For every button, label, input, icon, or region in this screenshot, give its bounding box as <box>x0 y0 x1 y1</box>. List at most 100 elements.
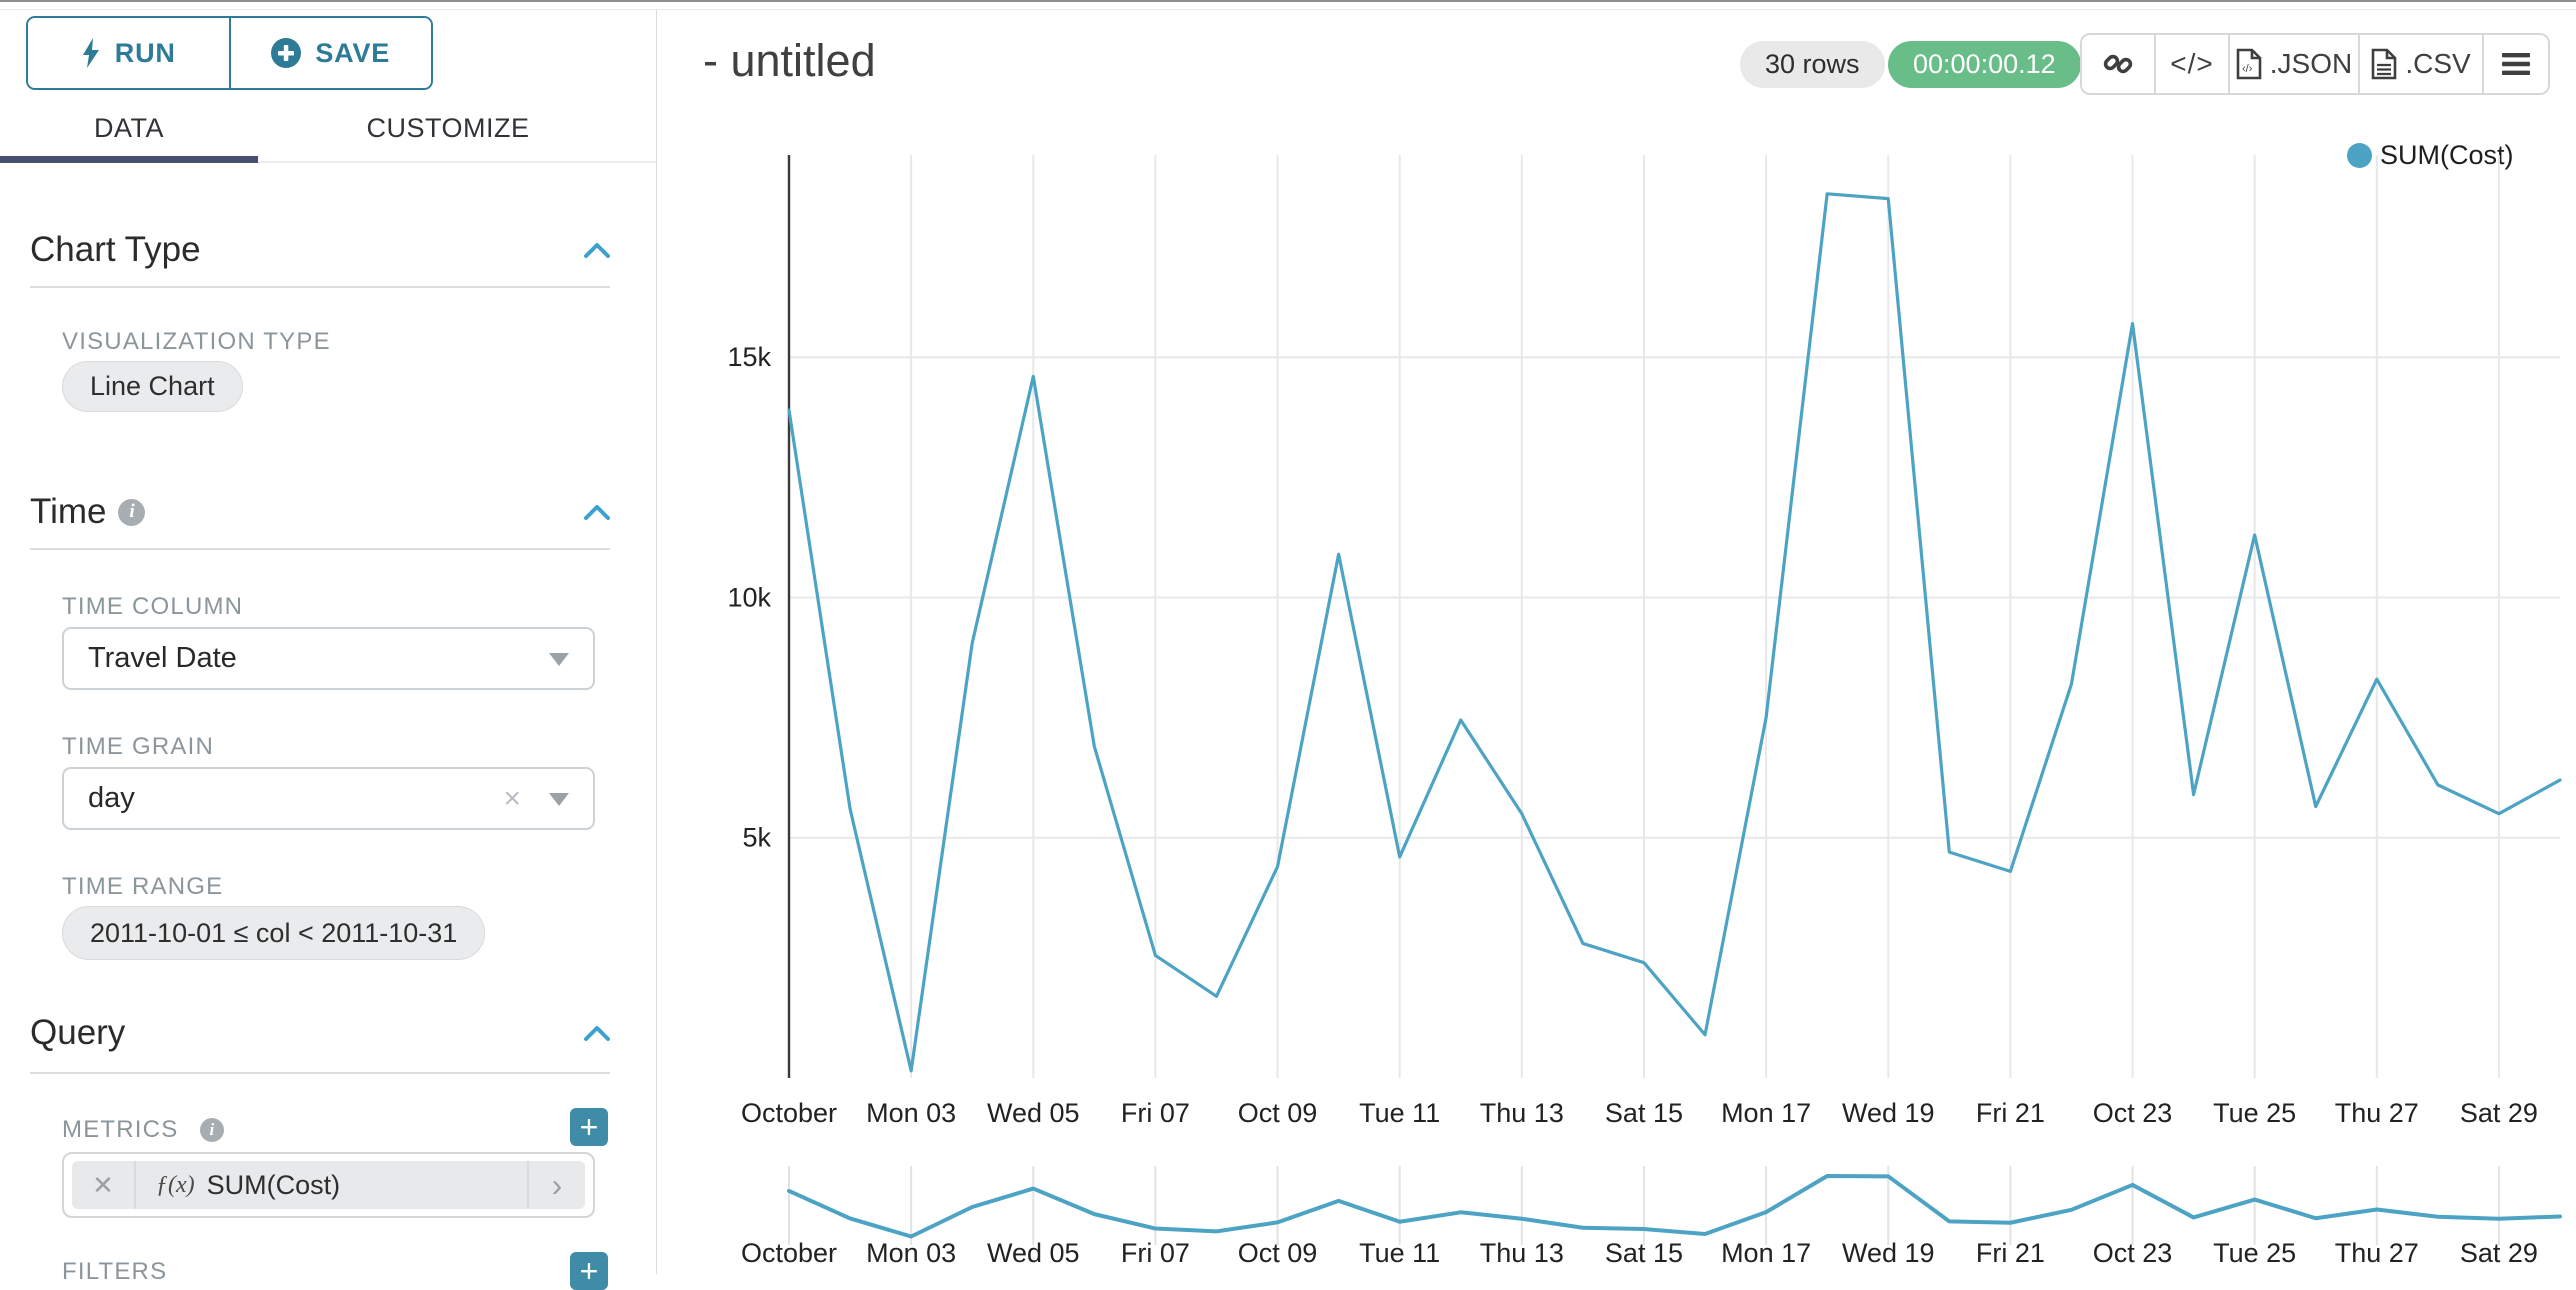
time-range-label: TIME RANGE <box>62 873 224 900</box>
x-tick-label: Fri 21 <box>1976 1098 2045 1128</box>
series-line-sum-cost[interactable] <box>787 192 2562 1073</box>
hamburger-menu-icon <box>2502 53 2530 75</box>
section-divider <box>30 286 610 288</box>
brush-x-tick-label: October <box>741 1238 837 1268</box>
visualization-type-value[interactable]: Line Chart <box>62 361 243 412</box>
metric-control: ✕ ƒ(x) SUM(Cost) › <box>62 1152 595 1218</box>
brush-x-tick-label: Oct 09 <box>1238 1238 1318 1268</box>
line-chart-canvas[interactable]: 5k 10k 15k October October Mon 03 Mon 03 Wed 05… <box>657 10 2576 1274</box>
x-tick-label: Oct 09 <box>1238 1098 1318 1128</box>
time-range-value[interactable]: 2011-10-01 ≤ col < 2011-10-31 <box>62 906 486 960</box>
brush-x-tick-label: Fri 21 <box>1976 1238 2045 1268</box>
x-tick-label: Fri 07 <box>1121 1098 1190 1128</box>
x-tick-label: Oct 23 <box>2093 1098 2173 1128</box>
csv-file-icon <box>2372 48 2397 80</box>
tab-customize[interactable]: CUSTOMIZE <box>366 112 530 143</box>
export-json-button[interactable]: ‹/› .JSON <box>2228 35 2358 93</box>
chart-menu-button[interactable] <box>2482 35 2548 93</box>
metric-name: SUM(Cost) <box>206 1169 341 1200</box>
svg-text:‹/›: ‹/› <box>2242 63 2253 75</box>
info-icon: i <box>200 1118 225 1142</box>
save-button-label: SAVE <box>315 37 391 68</box>
json-label: .JSON <box>2269 48 2353 79</box>
brush-x-tick-label: Sat 15 <box>1605 1238 1683 1268</box>
add-filter-button[interactable]: + <box>570 1252 608 1290</box>
x-tick-label: Thu 13 <box>1480 1098 1564 1128</box>
y-tick-label: 5k <box>742 823 771 853</box>
plus-circle-icon <box>271 38 302 68</box>
chevron-up-icon[interactable] <box>584 242 610 258</box>
brush-x-tick-label: Sat 29 <box>2460 1238 2538 1268</box>
row-count-badge: 30 rows <box>1740 41 1885 88</box>
query-section-header[interactable]: Query <box>30 1013 610 1053</box>
add-metric-button[interactable]: + <box>570 1108 608 1146</box>
window-top-edge <box>0 0 2576 2</box>
y-tick-label: 10k <box>727 582 771 612</box>
query-timer-badge: 00:00:00.12 <box>1888 41 2081 88</box>
brush-x-tick-label: Wed 05 <box>987 1238 1080 1268</box>
save-button[interactable]: SAVE <box>228 18 431 88</box>
tab-data[interactable]: DATA <box>0 95 258 163</box>
chart-legend[interactable]: SUM(Cost) <box>2347 140 2514 171</box>
metric-label: ƒ(x) SUM(Cost) <box>136 1170 527 1201</box>
time-column-value: Travel Date <box>88 642 237 674</box>
brush-x-tick-label: Mon 03 <box>866 1238 956 1268</box>
time-grain-select[interactable]: day × <box>62 767 595 830</box>
filters-label: FILTERS <box>62 1258 168 1285</box>
visualization-type-label: VISUALIZATION TYPE <box>62 328 331 355</box>
section-divider <box>30 548 610 550</box>
x-tick-label: Sat 29 <box>2460 1098 2538 1128</box>
chart-type-section-header[interactable]: Chart Type <box>30 230 610 270</box>
chevron-right-icon[interactable]: › <box>527 1161 585 1209</box>
run-button[interactable]: RUN <box>28 18 229 88</box>
run-save-button-group: RUN SAVE <box>26 16 433 90</box>
time-column-label: TIME COLUMN <box>62 593 244 620</box>
info-icon: i <box>118 498 146 526</box>
x-tick-label: October <box>741 1098 837 1128</box>
time-column-select[interactable]: Travel Date <box>62 627 595 690</box>
brush-x-tick-label: Thu 27 <box>2335 1238 2419 1268</box>
time-grain-value: day <box>88 782 135 814</box>
time-section-header[interactable]: Time i <box>30 492 610 532</box>
short-link-button[interactable] <box>2082 35 2154 93</box>
time-grain-label: TIME GRAIN <box>62 733 215 760</box>
section-divider <box>30 1072 610 1074</box>
section-title: Query <box>30 1013 126 1052</box>
json-file-icon: ‹/› <box>2236 48 2262 80</box>
chart-panel: - untitled 30 rows 00:00:00.12 </> ‹/› .… <box>657 10 2576 1274</box>
x-tick-label: Wed 19 <box>1842 1098 1935 1128</box>
header-hairline <box>0 9 2576 10</box>
chevron-up-icon[interactable] <box>584 1025 610 1041</box>
chevron-up-icon[interactable] <box>584 504 610 520</box>
caret-down-icon <box>549 652 569 666</box>
legend-series-dot <box>2347 143 2372 168</box>
caret-down-icon <box>549 792 569 806</box>
view-query-button[interactable]: </> <box>2154 35 2228 93</box>
x-tick-label: Mon 17 <box>1721 1098 1811 1128</box>
lightning-bolt-icon <box>82 38 99 68</box>
explore-control-panel: RUN SAVE DATA CUSTOMIZE Chart Type VISUA… <box>0 10 657 1290</box>
brush-x-tick-label: Tue 11 <box>1359 1238 1440 1268</box>
panel-tabs: DATA CUSTOMIZE <box>0 95 656 163</box>
x-tick-label: Wed 05 <box>987 1098 1080 1128</box>
run-button-label: RUN <box>114 37 176 68</box>
x-tick-label: Mon 03 <box>866 1098 956 1128</box>
export-csv-button[interactable]: .CSV <box>2358 35 2482 93</box>
legend-series-label: SUM(Cost) <box>2380 140 2514 170</box>
metrics-label: METRICS <box>62 1116 179 1143</box>
section-title: Time <box>30 492 107 531</box>
brush-x-tick-label: Oct 23 <box>2093 1238 2173 1268</box>
brush-x-tick-label: Wed 19 <box>1842 1238 1935 1268</box>
function-icon: ƒ(x) <box>156 1171 195 1198</box>
metric-pill[interactable]: ✕ ƒ(x) SUM(Cost) › <box>72 1161 585 1209</box>
x-tick-label: Sat 15 <box>1605 1098 1683 1128</box>
brush-x-tick-label: Mon 17 <box>1721 1238 1811 1268</box>
brush-series-line[interactable] <box>787 1173 2562 1239</box>
code-icon: </> <box>2170 48 2214 79</box>
section-title: Chart Type <box>30 230 201 269</box>
x-tick-label: Thu 27 <box>2335 1098 2419 1128</box>
chart-title[interactable]: - untitled <box>703 35 876 86</box>
clear-icon[interactable]: × <box>503 781 521 815</box>
chart-actions-toolbar: </> ‹/› .JSON .CSV <box>2080 33 2550 95</box>
remove-metric-icon[interactable]: ✕ <box>72 1161 136 1209</box>
